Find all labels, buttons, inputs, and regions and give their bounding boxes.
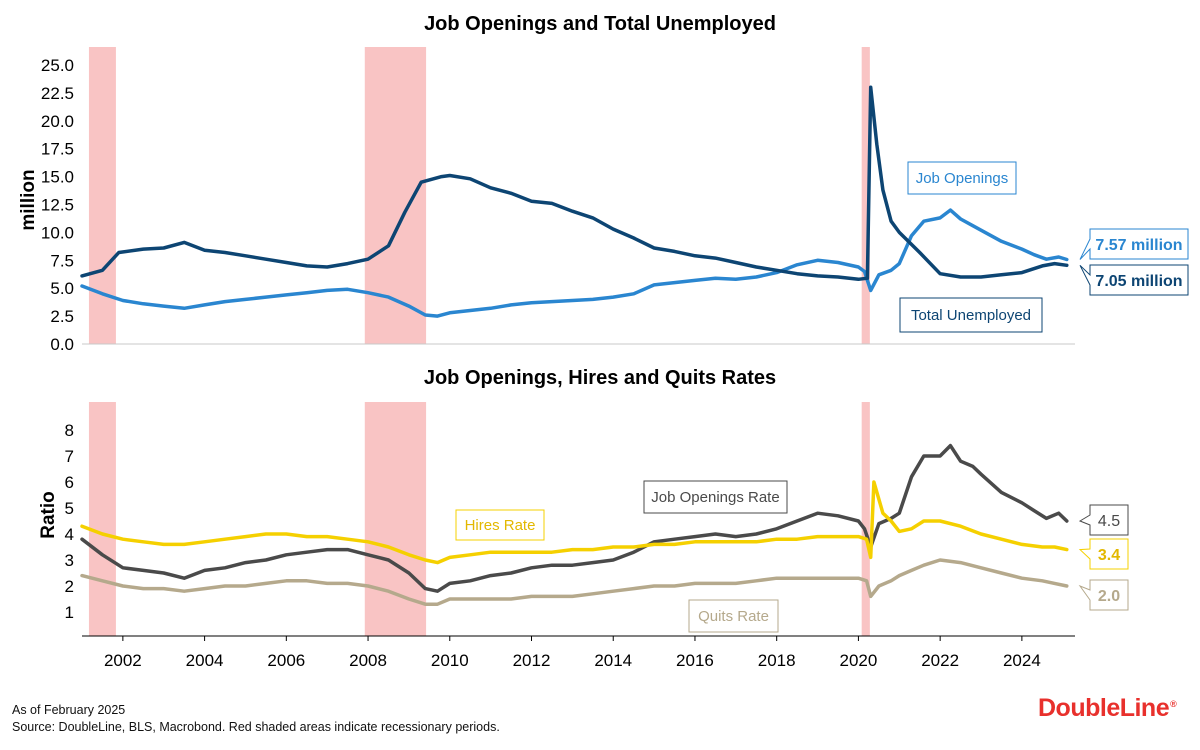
- y-tick-label: 10.0: [41, 223, 74, 242]
- callout-label: Quits Rate: [698, 608, 769, 625]
- y-tick-label: 3: [65, 551, 74, 570]
- end-label-value: 2.0: [1098, 588, 1120, 605]
- series-line-total-unemployed: [80, 85, 1069, 282]
- y-tick-label: 2.5: [50, 307, 74, 326]
- y-tick-label: 20.0: [41, 112, 74, 131]
- series-line-hires-rate: [80, 480, 1069, 565]
- callout-label: Job Openings: [916, 170, 1009, 187]
- callout-box: [688, 599, 779, 633]
- callout-box: [899, 297, 1043, 333]
- callout-quits-rate: Quits Rate: [688, 599, 779, 633]
- doubleline-logo: DoubleLine®: [1038, 694, 1177, 723]
- y-tick-label: 7: [65, 447, 74, 466]
- callout-box: [643, 480, 788, 514]
- x-tick-label: 2010: [431, 651, 469, 670]
- callout-box: [907, 161, 1017, 195]
- x-tick-label: 2022: [921, 651, 959, 670]
- end-label-hires-rate: 3.4: [1078, 538, 1129, 570]
- callout-label: Hires Rate: [465, 517, 536, 534]
- series-line-job-openings-rate: [80, 443, 1069, 593]
- end-label-value: 7.05 million: [1095, 273, 1182, 290]
- callout-total-unemployed: Total Unemployed: [899, 297, 1043, 333]
- end-label-total-unemployed: 7.05 million: [1079, 264, 1189, 296]
- x-tick-label: 2004: [186, 651, 224, 670]
- end-label-value: 3.4: [1098, 547, 1120, 564]
- y-tick-label: 25.0: [41, 56, 74, 75]
- end-label-box: [1078, 504, 1129, 536]
- recession-band: [364, 402, 427, 636]
- footer-source: Source: DoubleLine, BLS, Macrobond. Red …: [12, 720, 500, 734]
- panel-1: Job Openings and Total Unemployed million…: [18, 13, 1189, 354]
- x-tick-label: 2014: [594, 651, 632, 670]
- y-tick-label: 5: [65, 499, 74, 518]
- x-tick-label: 2008: [349, 651, 387, 670]
- x-tick-label: 2016: [676, 651, 714, 670]
- x-tick-label: 2020: [840, 651, 878, 670]
- y-tick-label: 1: [65, 603, 74, 622]
- x-tick-label: 2006: [267, 651, 305, 670]
- end-label-box: [1078, 579, 1129, 611]
- y-tick-label: 7.5: [50, 251, 74, 270]
- chart-title: Job Openings and Total Unemployed: [424, 13, 776, 35]
- end-label-value: 7.57 million: [1095, 237, 1182, 254]
- y-tick-label: 15.0: [41, 168, 74, 187]
- series-line-quits-rate: [80, 558, 1069, 606]
- y-tick-label: 22.5: [41, 84, 74, 103]
- callout-label: Total Unemployed: [911, 307, 1031, 324]
- callout-job-openings: Job Openings: [907, 161, 1017, 195]
- y-tick-label: 5.0: [50, 279, 74, 298]
- callout-box: [455, 509, 545, 541]
- series-line-job-openings: [80, 208, 1069, 318]
- panel-2: Job Openings, Hires and Quits Rates Ratio…: [38, 367, 1129, 670]
- end-label-box: [1079, 264, 1189, 296]
- x-tick-label: 2018: [758, 651, 796, 670]
- end-label-value: 4.5: [1098, 513, 1120, 530]
- recession-band: [88, 402, 116, 636]
- y-tick-label: 17.5: [41, 140, 74, 159]
- logo-text: DoubleLine: [1038, 694, 1170, 722]
- callout-job-openings-rate: Job Openings Rate: [643, 480, 788, 514]
- y-tick-label: 6: [65, 473, 74, 492]
- recession-band: [88, 47, 116, 344]
- end-label-box: [1078, 538, 1129, 570]
- chart-title: Job Openings, Hires and Quits Rates: [424, 367, 776, 389]
- y-tick-label: 2: [65, 577, 74, 596]
- end-label-box: [1079, 228, 1189, 260]
- y-axis-label: million: [18, 169, 39, 230]
- logo-registered-mark: ®: [1170, 698, 1177, 709]
- y-tick-label: 0.0: [50, 335, 74, 354]
- callout-label: Job Openings Rate: [651, 489, 779, 506]
- recession-band: [861, 402, 870, 636]
- end-label-job-openings-rate: 4.5: [1078, 504, 1129, 536]
- x-tick-label: 2024: [1003, 651, 1041, 670]
- y-tick-label: 12.5: [41, 196, 74, 215]
- y-tick-label: 8: [65, 421, 74, 440]
- callout-hires-rate: Hires Rate: [455, 509, 545, 541]
- x-tick-label: 2012: [513, 651, 551, 670]
- x-tick-label: 2002: [104, 651, 142, 670]
- end-label-quits-rate: 2.0: [1078, 579, 1129, 611]
- recession-band: [861, 47, 870, 344]
- end-label-job-openings: 7.57 million: [1079, 228, 1189, 260]
- y-tick-label: 4: [65, 525, 74, 544]
- y-axis-label: Ratio: [38, 491, 59, 539]
- footer-as-of: As of February 2025: [12, 703, 126, 717]
